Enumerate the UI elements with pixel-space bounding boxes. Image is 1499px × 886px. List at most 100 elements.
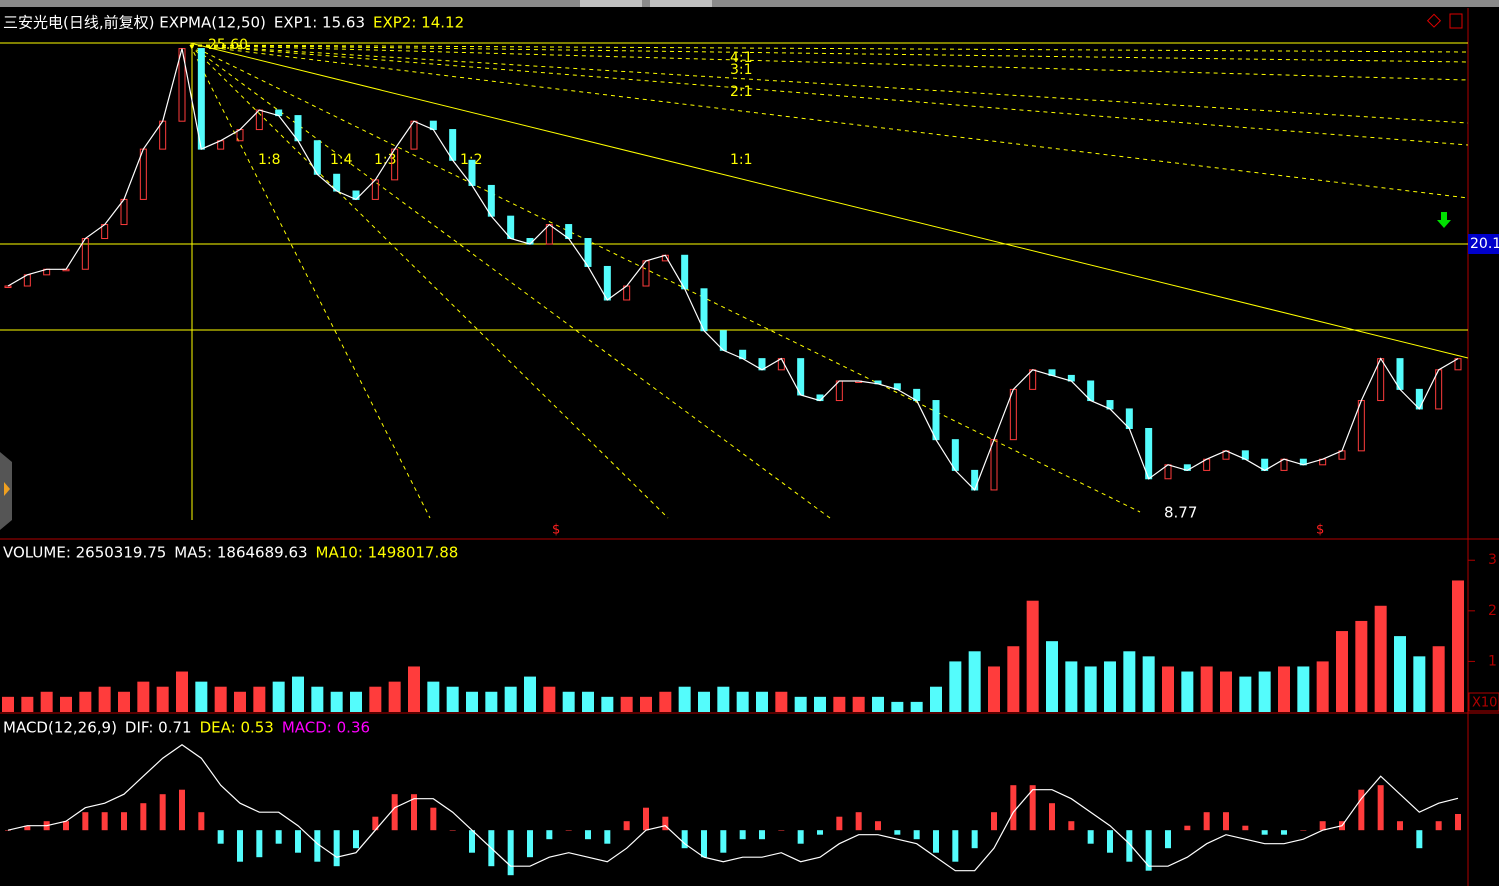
volume-bar <box>118 691 130 712</box>
macd-bar <box>1319 821 1326 831</box>
macd-bar <box>701 830 707 858</box>
volume-bar <box>833 696 846 712</box>
volume-bar <box>968 651 981 712</box>
low-label: 8.77 <box>1164 504 1197 522</box>
volume-bar <box>543 686 556 712</box>
macd-bar <box>623 821 630 831</box>
volume-bar <box>1181 671 1194 712</box>
volume-bar <box>1413 656 1426 712</box>
macd-bar <box>391 794 398 831</box>
volume-bar <box>1220 671 1232 712</box>
volume-bar <box>1355 620 1368 712</box>
volume-bar <box>891 701 904 712</box>
fan-label: 2:1 <box>730 84 753 100</box>
macd-bar <box>295 830 301 853</box>
y-tick-label: 3 <box>1488 552 1497 568</box>
fan-label: 3:1 <box>730 62 753 78</box>
candle <box>313 140 321 175</box>
macd-bar <box>24 825 31 831</box>
window-icon[interactable] <box>1449 13 1463 29</box>
volume-bar <box>369 686 382 712</box>
volume-bar <box>1258 671 1271 712</box>
candle <box>487 184 495 217</box>
volume-bar <box>1432 646 1445 712</box>
y-tick-label: 2 <box>1488 603 1497 619</box>
volume-bar <box>2 696 14 712</box>
side-tab-arrow <box>4 482 10 496</box>
macd-bar <box>63 821 69 831</box>
volume-bar <box>195 681 208 712</box>
macd-bar <box>991 812 997 831</box>
macd-bar <box>449 830 456 831</box>
volume-bar <box>292 676 304 712</box>
volume-bar <box>582 691 594 712</box>
macd-bar <box>855 812 862 831</box>
volume-bar <box>640 696 652 712</box>
price-tag <box>1468 234 1499 254</box>
candle <box>468 159 476 186</box>
price-tag-label: 20.1 <box>1470 236 1499 252</box>
macd-bar <box>1416 830 1423 849</box>
macd-bar <box>1358 789 1365 831</box>
macd-bar <box>275 830 282 844</box>
candle <box>294 115 302 142</box>
volume-bar <box>1374 605 1387 712</box>
fan-label: 1:8 <box>258 152 281 168</box>
macd-bar <box>817 830 823 835</box>
volume-bar <box>504 686 517 712</box>
macd-bar <box>1010 785 1017 831</box>
macd-bar <box>159 794 166 831</box>
volume-bar <box>427 681 440 712</box>
volume-bar <box>1200 666 1213 712</box>
macd-bar <box>739 830 746 840</box>
macd-bar <box>140 803 147 831</box>
volume-bar <box>872 696 884 712</box>
toolbar-tab[interactable] <box>650 0 712 7</box>
volume-bar <box>1007 646 1020 712</box>
volume-bar <box>659 691 672 712</box>
macd-bar <box>82 812 89 831</box>
candle <box>797 358 805 396</box>
macd-bar <box>430 807 437 831</box>
volume-bar <box>736 691 749 712</box>
candle <box>197 48 205 150</box>
candle <box>603 265 611 301</box>
macd-bar <box>5 830 11 831</box>
macd-bar <box>1049 803 1055 831</box>
macd-bar <box>1435 821 1442 831</box>
macd-bar <box>101 812 108 831</box>
volume-bar <box>852 696 865 712</box>
toolbar-tab[interactable] <box>580 0 642 7</box>
macd-bar <box>507 830 514 876</box>
volume-bar <box>311 686 324 712</box>
indicator-value: DIF: 0.71 <box>125 719 192 737</box>
panel-title: VOLUME: 2650319.75 <box>3 544 166 562</box>
fan-line <box>189 42 1469 359</box>
macd-bar <box>565 830 572 831</box>
volume-bar <box>1046 641 1058 712</box>
signal-mark: $ <box>552 523 560 538</box>
candle <box>584 238 592 267</box>
volume-bar <box>698 691 710 712</box>
volume-bar <box>775 691 788 712</box>
signal-arrow <box>1437 212 1451 228</box>
macd-bar <box>952 830 959 862</box>
volume-bar <box>949 661 962 712</box>
drawing-tools <box>0 42 1469 520</box>
candle <box>951 439 959 471</box>
macd-bar <box>1184 825 1191 831</box>
window-icon[interactable] <box>1426 13 1442 28</box>
volume-bar <box>485 691 498 712</box>
macd-bar <box>913 830 920 840</box>
volume-bar <box>137 681 150 712</box>
volume-bar <box>1084 666 1097 712</box>
macd-bar <box>256 830 263 858</box>
y-tick-label: 1 <box>1488 653 1497 669</box>
macd-bar <box>681 830 688 849</box>
macd-bar <box>1029 785 1036 831</box>
macd-bar <box>546 830 553 840</box>
volume-bar <box>214 686 227 712</box>
macd-bar <box>1223 812 1229 831</box>
fan-label: 4:1 <box>730 50 753 66</box>
